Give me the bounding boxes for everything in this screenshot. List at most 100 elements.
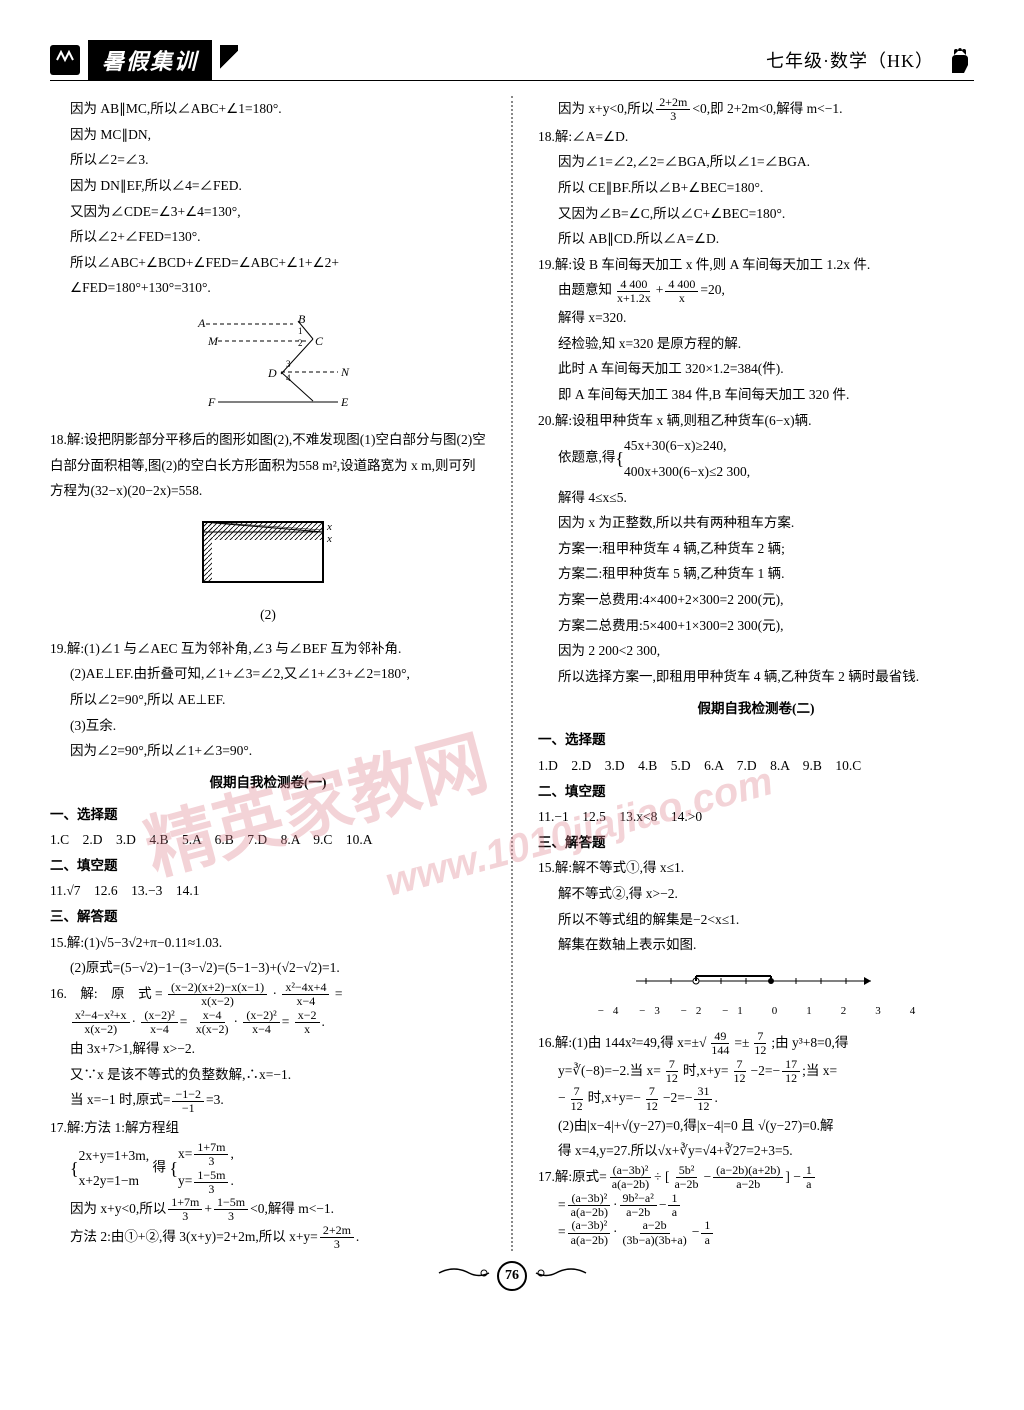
r-mc: 1.D 2.D 3.D 4.B 5.D 6.A 7.D 8.A 9.B 10.C xyxy=(538,753,974,779)
text-line: ∠FED=180°+130°=310°. xyxy=(70,275,486,301)
r-q20f: 方案二:租甲种货车 5 辆,乙种货车 1 辆. xyxy=(538,561,974,587)
header-left: 暑假集训 xyxy=(50,40,238,80)
r-q15d: 解集在数轴上表示如图. xyxy=(538,932,974,958)
flourish-left-icon xyxy=(434,1263,494,1288)
fill-answers: 11.√7 12.6 13.−3 14.1 xyxy=(50,878,486,904)
svg-text:4: 4 xyxy=(286,373,291,383)
text-line: 因为 MC∥DN, xyxy=(70,122,486,148)
svg-text:E: E xyxy=(340,395,349,409)
r-q19d: 经检验,知 x=320 是原方程的解. xyxy=(538,331,974,357)
q16-line5: 当 x=−1 时,原式=−1−2−1=3. xyxy=(50,1087,486,1115)
r-q20b: 依题意,得{45x+30(6−x)≥240,400x+300(6−x)≤2 30… xyxy=(538,433,974,484)
figure-1: A B M C 1 2 D N 3 4 F E xyxy=(50,309,486,419)
left-column: 因为 AB∥MC,所以∠ABC+∠1=180°. 因为 MC∥DN, 所以∠2=… xyxy=(50,96,486,1251)
r-sec2: 二、填空题 xyxy=(538,779,974,805)
page-number: 76 xyxy=(497,1261,527,1291)
title-banner: 暑假集训 xyxy=(88,40,212,80)
r-q18a: 18.解:∠A=∠D. xyxy=(538,124,974,150)
svg-text:1: 1 xyxy=(298,326,303,336)
test1-title: 假期自我检测卷(一) xyxy=(50,770,486,796)
r-sec1: 一、选择题 xyxy=(538,727,974,753)
q16-line3: 由 3x+7>1,解得 x>−2. xyxy=(50,1036,486,1062)
solution-block: 因为 AB∥MC,所以∠ABC+∠1=180°. 因为 MC∥DN, 所以∠2=… xyxy=(50,96,486,301)
content-columns: 因为 AB∥MC,所以∠ABC+∠1=180°. 因为 MC∥DN, 所以∠2=… xyxy=(50,96,974,1251)
r-q20i: 因为 2 200<2 300, xyxy=(538,638,974,664)
svg-text:M: M xyxy=(207,334,219,348)
r-top: 因为 x+y<0,所以2+2m3<0,即 2+2m<0,解得 m<−1. xyxy=(538,96,974,124)
svg-text:A: A xyxy=(197,316,206,330)
r-q18b: 因为∠1=∠2,∠2=∠BGA,所以∠1=∠BGA. xyxy=(538,149,974,175)
r-q20j: 所以选择方案一,即租用甲种货车 4 辆,乙种货车 2 辆时最省钱. xyxy=(538,664,974,690)
svg-text:3: 3 xyxy=(286,359,291,369)
q17-system: {2x+y=1+3m,x+2y=1−m 得 { x=1+7m3, y=1−5m3… xyxy=(50,1141,486,1196)
r-q16b: y=∛(−8)=−2.当 x=712时,x+y=712−2=−1712;当 x= xyxy=(538,1058,974,1086)
svg-text:C: C xyxy=(315,334,324,348)
column-divider xyxy=(511,96,513,1251)
svg-text:N: N xyxy=(340,365,350,379)
r-q20a: 20.解:设租甲种货车 x 辆,则租乙种货车(6−x)辆. xyxy=(538,408,974,434)
r-q20c: 解得 4≤x≤5. xyxy=(538,485,974,511)
text-line: 所以∠2=∠3. xyxy=(70,147,486,173)
q15b: (2)原式=(5−√2)−1−(3−√2)=(5−1−3)+(√2−√2)=1. xyxy=(50,955,486,981)
q17-title: 17.解:方法 1:解方程组 xyxy=(50,1115,486,1141)
logo-icon xyxy=(50,45,80,75)
q19d: (3)互余. xyxy=(50,713,486,739)
r-q20g: 方案一总费用:4×400+2×300=2 200(元), xyxy=(538,587,974,613)
q15a: 15.解:(1)√5−3√2+π−0.11≈1.03. xyxy=(50,930,486,956)
svg-text:2: 2 xyxy=(298,338,303,348)
svg-text:F: F xyxy=(207,395,216,409)
text-line: 因为 AB∥MC,所以∠ABC+∠1=180°. xyxy=(70,96,486,122)
r-q19a: 19.解:设 B 车间每天加工 x 件,则 A 车间每天加工 1.2x 件. xyxy=(538,252,974,278)
r-q16e: 得 x=4,y=27.所以√x+∛y=√4+∛27=2+3=5. xyxy=(538,1138,974,1164)
fig2-label: (2) xyxy=(50,602,486,628)
text-line: 因为 DN∥EF,所以∠4=∠FED. xyxy=(70,173,486,199)
section-3: 三、解答题 xyxy=(50,904,486,930)
text-line: 又因为∠CDE=∠3+∠4=130°, xyxy=(70,199,486,225)
q16-line1: 16. 解: 原 式 = (x−2)(x+2)−x(x−1)x(x−2) · x… xyxy=(50,981,486,1009)
r-q15b: 解不等式②,得 x>−2. xyxy=(538,881,974,907)
r-q19e: 此时 A 车间每天加工 320×1.2=384(件). xyxy=(538,356,974,382)
r-fill: 11.−1 12.5 13.x<8 14.>0 xyxy=(538,804,974,830)
r-q16d: (2)由|x−4|+√(y−27)=0,得|x−4|=0 且 √(y−27)=0… xyxy=(538,1113,974,1139)
r-q20d: 因为 x 为正整数,所以共有两种租车方案. xyxy=(538,510,974,536)
flourish-right-icon xyxy=(531,1263,591,1288)
r-q20h: 方案二总费用:5×400+1×300=2 300(元), xyxy=(538,613,974,639)
r-q18d: 又因为∠B=∠C,所以∠C+∠BEC=180°. xyxy=(538,201,974,227)
q17-m2: 方法 2:由①+②,得 3(x+y)=2+2m,所以 x+y=2+2m3. xyxy=(50,1224,486,1252)
r-q16a: 16.解:(1)由 144x²=49,得 x=±√49144=±712;由 y³… xyxy=(538,1030,974,1058)
q19b: (2)AE⊥EF.由折叠可知,∠1+∠3=∠2,又∠1+∠3+∠2=180°, xyxy=(50,661,486,687)
r-q20e: 方案一:租甲种货车 4 辆,乙种货车 2 辆; xyxy=(538,536,974,562)
q19c: 所以∠2=90°,所以 AE⊥EF. xyxy=(50,687,486,713)
q19e: 因为∠2=90°,所以∠1+∠3=90°. xyxy=(50,738,486,764)
header-right: 七年级·数学（HK） xyxy=(766,45,974,75)
test2-title: 假期自我检测卷(二) xyxy=(538,696,974,722)
r-q18c: 所以 CE∥BF.所以∠B+∠BEC=180°. xyxy=(538,175,974,201)
banner-tail xyxy=(220,45,238,75)
page-header: 暑假集训 七年级·数学（HK） xyxy=(50,40,974,81)
r-q18e: 所以 AB∥CD.所以∠A=∠D. xyxy=(538,226,974,252)
text-line: 所以∠ABC+∠BCD+∠FED=∠ABC+∠1+∠2+ xyxy=(70,250,486,276)
r-q19b: 由题意知4 400x+1.2x+4 400x=20, xyxy=(538,277,974,305)
r-q15a: 15.解:解不等式①,得 x≤1. xyxy=(538,855,974,881)
r-q19f: 即 A 车间每天加工 384 件,B 车间每天加工 320 件. xyxy=(538,382,974,408)
r-q17l3: =(a−3b)²a(a−2b)·a−2b(3b−a)(3b+a)−1a xyxy=(538,1219,974,1247)
r-q19c: 解得 x=320. xyxy=(538,305,974,331)
q16-line2: x²−4−x²+xx(x−2)· (x−2)²x−4= x−4x(x−2)· (… xyxy=(50,1009,486,1037)
r-q17: 17.解:原式=(a−3b)²a(a−2b)÷ [5b²a−2b−(a−2b)(… xyxy=(538,1164,974,1192)
svg-text:x: x xyxy=(326,521,332,533)
right-column: 因为 x+y<0,所以2+2m3<0,即 2+2m<0,解得 m<−1. 18.… xyxy=(538,96,974,1251)
fist-icon xyxy=(944,45,974,75)
q16-line4: 又∵x 是该不等式的负整数解,∴x=−1. xyxy=(50,1062,486,1088)
section-1: 一、选择题 xyxy=(50,802,486,828)
page-footer: 76 xyxy=(50,1261,974,1291)
number-line: −4 −3 −2 −1 0 1 2 3 4 xyxy=(538,966,974,1022)
mc-answers: 1.C 2.D 3.D 4.B 5.A 6.B 7.D 8.A 9.C 10.A xyxy=(50,827,486,853)
numline-labels: −4 −3 −2 −1 0 1 2 3 4 xyxy=(548,1001,974,1022)
r-q17l2: =(a−3b)²a(a−2b)·9b²−a²a−2b−1a xyxy=(538,1192,974,1220)
q18-text: 18.解:设把阴影部分平移后的图形如图(2),不难发现图(1)空白部分与图(2)… xyxy=(50,427,486,504)
r-q15c: 所以不等式组的解集是−2<x≤1. xyxy=(538,907,974,933)
svg-text:B: B xyxy=(298,312,306,326)
q17-conc: 因为 x+y<0,所以1+7m3+1−5m3<0,解得 m<−1. xyxy=(50,1196,486,1224)
svg-text:D: D xyxy=(267,366,277,380)
figure-2: x x (2) xyxy=(50,512,486,628)
